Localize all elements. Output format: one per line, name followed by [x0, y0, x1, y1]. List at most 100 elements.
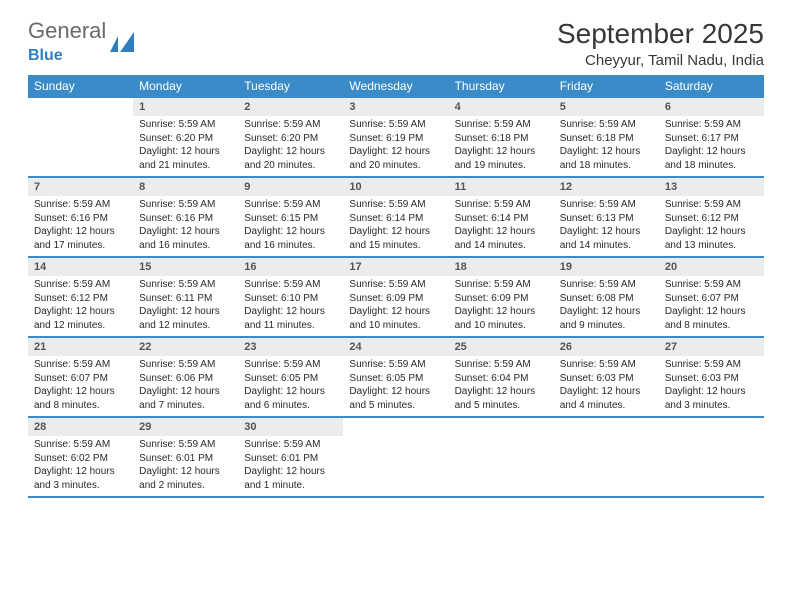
daylight2-text: and 10 minutes. — [455, 319, 548, 333]
dow-cell: Thursday — [449, 75, 554, 98]
daylight1-text: Daylight: 12 hours — [139, 385, 232, 399]
daylight1-text: Daylight: 12 hours — [349, 305, 442, 319]
sunrise-text: Sunrise: 5:59 AM — [349, 278, 442, 292]
sunrise-text: Sunrise: 5:59 AM — [139, 118, 232, 132]
sunrise-text: Sunrise: 5:59 AM — [560, 278, 653, 292]
sunset-text: Sunset: 6:06 PM — [139, 372, 232, 386]
daylight2-text: and 1 minute. — [244, 479, 337, 493]
sunrise-text: Sunrise: 5:59 AM — [349, 358, 442, 372]
day-cell: 14Sunrise: 5:59 AMSunset: 6:12 PMDayligh… — [28, 258, 133, 336]
day-cell: 1Sunrise: 5:59 AMSunset: 6:20 PMDaylight… — [133, 98, 238, 176]
day-cell — [554, 418, 659, 496]
dow-cell: Sunday — [28, 75, 133, 98]
day-cell: 24Sunrise: 5:59 AMSunset: 6:05 PMDayligh… — [343, 338, 448, 416]
day-cell: 4Sunrise: 5:59 AMSunset: 6:18 PMDaylight… — [449, 98, 554, 176]
sunset-text: Sunset: 6:18 PM — [455, 132, 548, 146]
day-cell: 5Sunrise: 5:59 AMSunset: 6:18 PMDaylight… — [554, 98, 659, 176]
daylight2-text: and 4 minutes. — [560, 399, 653, 413]
sunset-text: Sunset: 6:05 PM — [244, 372, 337, 386]
sunrise-text: Sunrise: 5:59 AM — [455, 198, 548, 212]
sunset-text: Sunset: 6:09 PM — [349, 292, 442, 306]
day-cell: 22Sunrise: 5:59 AMSunset: 6:06 PMDayligh… — [133, 338, 238, 416]
title-block: September 2025 Cheyyur, Tamil Nadu, Indi… — [557, 18, 764, 69]
day-cell: 9 Sunrise: 5:59 AMSunset: 6:15 PMDaylight… — [238, 178, 343, 256]
daylight1-text: Daylight: 12 hours — [455, 225, 548, 239]
day-number: 29 — [133, 418, 238, 436]
sunrise-text: Sunrise: 5:59 AM — [139, 358, 232, 372]
day-data: Sunrise: 5:59 AMSunset: 6:05 PMDaylight:… — [343, 358, 448, 412]
daylight1-text: Daylight: 12 hours — [34, 305, 127, 319]
sunset-text: Sunset: 6:02 PM — [34, 452, 127, 466]
daylight1-text: Daylight: 12 hours — [560, 225, 653, 239]
week-row: 21Sunrise: 5:59 AMSunset: 6:07 PMDayligh… — [28, 338, 764, 418]
daylight2-text: and 16 minutes. — [139, 239, 232, 253]
daylight2-text: and 14 minutes. — [560, 239, 653, 253]
dow-cell: Tuesday — [238, 75, 343, 98]
day-number: 27 — [659, 338, 764, 356]
daylight1-text: Daylight: 12 hours — [244, 305, 337, 319]
day-data: Sunrise: 5:59 AMSunset: 6:07 PMDaylight:… — [659, 278, 764, 332]
day-data: Sunrise: 5:59 AMSunset: 6:06 PMDaylight:… — [133, 358, 238, 412]
day-number: 13 — [659, 178, 764, 196]
day-number: 19 — [554, 258, 659, 276]
daylight1-text: Daylight: 12 hours — [560, 145, 653, 159]
dow-cell: Friday — [554, 75, 659, 98]
daylight1-text: Daylight: 12 hours — [139, 145, 232, 159]
daylight1-text: Daylight: 12 hours — [34, 465, 127, 479]
daylight1-text: Daylight: 12 hours — [139, 305, 232, 319]
sunset-text: Sunset: 6:05 PM — [349, 372, 442, 386]
sunrise-text: Sunrise: 5:59 AM — [139, 438, 232, 452]
day-data: Sunrise: 5:59 AMSunset: 6:04 PMDaylight:… — [449, 358, 554, 412]
day-number: 23 — [238, 338, 343, 356]
daylight2-text: and 15 minutes. — [349, 239, 442, 253]
day-number: 6 — [659, 98, 764, 116]
dow-cell: Wednesday — [343, 75, 448, 98]
sunset-text: Sunset: 6:19 PM — [349, 132, 442, 146]
dow-cell: Saturday — [659, 75, 764, 98]
day-data: Sunrise: 5:59 AMSunset: 6:18 PMDaylight:… — [449, 118, 554, 172]
day-cell: 28Sunrise: 5:59 AMSunset: 6:02 PMDayligh… — [28, 418, 133, 496]
day-number: 7 — [28, 178, 133, 196]
day-data: Sunrise: 5:59 AMSunset: 6:09 PMDaylight:… — [343, 278, 448, 332]
sunrise-text: Sunrise: 5:59 AM — [34, 198, 127, 212]
day-cell: 18Sunrise: 5:59 AMSunset: 6:09 PMDayligh… — [449, 258, 554, 336]
day-data: Sunrise: 5:59 AMSunset: 6:19 PMDaylight:… — [343, 118, 448, 172]
day-data: Sunrise: 5:59 AMSunset: 6:15 PMDaylight:… — [238, 198, 343, 252]
daylight1-text: Daylight: 12 hours — [455, 385, 548, 399]
day-number: 12 — [554, 178, 659, 196]
day-number: 25 — [449, 338, 554, 356]
dow-row: Sunday Monday Tuesday Wednesday Thursday… — [28, 75, 764, 98]
day-number — [449, 418, 554, 436]
daylight2-text: and 12 minutes. — [34, 319, 127, 333]
sunrise-text: Sunrise: 5:59 AM — [244, 358, 337, 372]
day-number: 9 — [238, 178, 343, 196]
day-cell: 8Sunrise: 5:59 AMSunset: 6:16 PMDaylight… — [133, 178, 238, 256]
day-data: Sunrise: 5:59 AMSunset: 6:03 PMDaylight:… — [659, 358, 764, 412]
day-data: Sunrise: 5:59 AMSunset: 6:09 PMDaylight:… — [449, 278, 554, 332]
daylight2-text: and 2 minutes. — [139, 479, 232, 493]
sunset-text: Sunset: 6:07 PM — [665, 292, 758, 306]
daylight2-text: and 3 minutes. — [665, 399, 758, 413]
weeks-container: 1Sunrise: 5:59 AMSunset: 6:20 PMDaylight… — [28, 98, 764, 498]
day-data: Sunrise: 5:59 AMSunset: 6:03 PMDaylight:… — [554, 358, 659, 412]
sunrise-text: Sunrise: 5:59 AM — [244, 438, 337, 452]
day-cell: 6Sunrise: 5:59 AMSunset: 6:17 PMDaylight… — [659, 98, 764, 176]
daylight1-text: Daylight: 12 hours — [244, 145, 337, 159]
daylight1-text: Daylight: 12 hours — [244, 225, 337, 239]
day-data: Sunrise: 5:59 AMSunset: 6:10 PMDaylight:… — [238, 278, 343, 332]
daylight2-text: and 14 minutes. — [455, 239, 548, 253]
sunset-text: Sunset: 6:18 PM — [560, 132, 653, 146]
daylight1-text: Daylight: 12 hours — [139, 225, 232, 239]
daylight1-text: Daylight: 12 hours — [455, 305, 548, 319]
daylight1-text: Daylight: 12 hours — [139, 465, 232, 479]
daylight1-text: Daylight: 12 hours — [560, 305, 653, 319]
day-number: 5 — [554, 98, 659, 116]
sunset-text: Sunset: 6:12 PM — [665, 212, 758, 226]
sunset-text: Sunset: 6:04 PM — [455, 372, 548, 386]
daylight2-text: and 13 minutes. — [665, 239, 758, 253]
day-data: Sunrise: 5:59 AMSunset: 6:14 PMDaylight:… — [343, 198, 448, 252]
sunrise-text: Sunrise: 5:59 AM — [665, 358, 758, 372]
daylight2-text: and 12 minutes. — [139, 319, 232, 333]
daylight1-text: Daylight: 12 hours — [244, 465, 337, 479]
daylight1-text: Daylight: 12 hours — [665, 305, 758, 319]
